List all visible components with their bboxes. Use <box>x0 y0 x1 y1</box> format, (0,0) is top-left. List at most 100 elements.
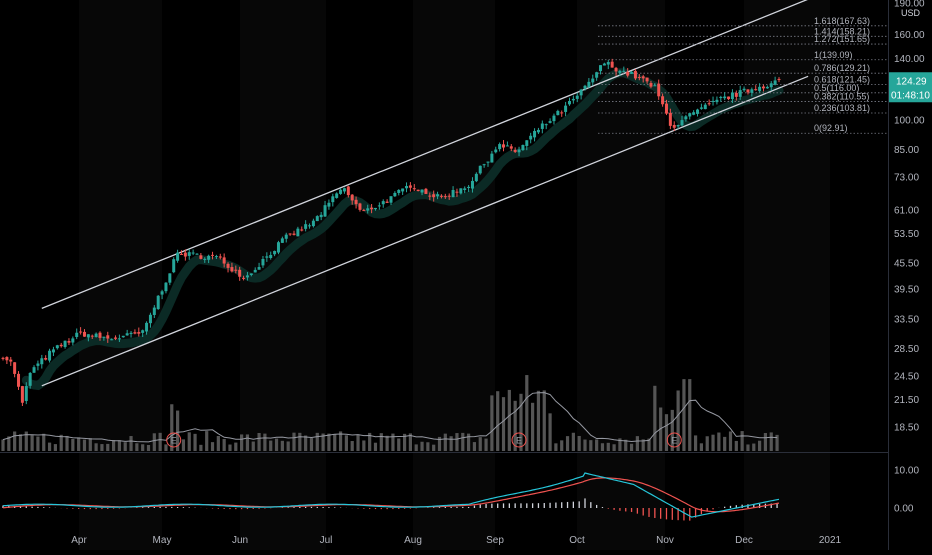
volume-bar <box>18 434 23 451</box>
candle-body <box>668 112 672 126</box>
candle-body <box>742 88 746 91</box>
candle-body <box>765 86 769 89</box>
volume-bar <box>30 435 34 451</box>
candle-body <box>540 123 544 129</box>
price-axis-tick: 53.50 <box>894 229 919 240</box>
candle-body <box>284 234 288 239</box>
volume-bar <box>240 434 244 451</box>
fibonacci-level-label: 1.414(158.21) <box>814 26 870 36</box>
volume-bar <box>519 393 523 451</box>
volume-bar <box>7 436 11 451</box>
candle-body <box>24 386 28 402</box>
candle-body <box>55 345 59 349</box>
volume-bar <box>432 444 436 451</box>
candle-body <box>63 340 67 347</box>
volume-bar <box>298 432 302 451</box>
candle-body <box>265 256 269 258</box>
volume-bar <box>286 441 290 451</box>
macd-axis-tick: 10.00 <box>894 466 919 477</box>
candle-body <box>482 164 486 166</box>
volume-bar <box>309 438 314 451</box>
volume-bar <box>42 433 46 451</box>
candle-body <box>207 255 211 260</box>
volume-bar <box>362 440 366 451</box>
time-axis-label: Oct <box>569 535 585 546</box>
candle-body <box>730 92 734 100</box>
volume-bar <box>222 439 226 451</box>
candle-body <box>377 205 381 207</box>
candle-body <box>707 103 711 105</box>
candle-body <box>758 86 762 92</box>
candle-body <box>110 339 114 341</box>
candle-body <box>610 61 614 68</box>
candle-body <box>734 92 738 97</box>
candle-body <box>447 195 451 197</box>
volume-bar <box>199 444 203 451</box>
candle-body <box>195 253 199 255</box>
candle-body <box>723 96 727 99</box>
volume-bar <box>65 435 69 451</box>
time-axis-label: 2021 <box>819 535 842 546</box>
volume-bar <box>146 444 151 451</box>
candle-body <box>637 76 641 78</box>
time-axis-label: May <box>153 535 172 546</box>
candle-body <box>366 208 370 211</box>
volume-bar <box>71 438 75 451</box>
macd-line <box>2 472 780 518</box>
candle-body <box>71 338 75 343</box>
volume-bar <box>693 435 698 451</box>
countdown-label: 01:48:10 <box>891 90 930 101</box>
candle-body <box>40 358 44 365</box>
candle-body <box>214 256 218 258</box>
candle-body <box>575 95 579 99</box>
volume-bar <box>525 375 529 451</box>
candle-body <box>773 80 777 85</box>
volume-bar <box>141 444 145 451</box>
candle-body <box>125 333 129 336</box>
candle-body <box>331 196 335 203</box>
volume-bar <box>59 434 63 451</box>
volume-bar <box>257 432 261 451</box>
candle-body <box>276 242 280 253</box>
volume-bar <box>723 436 727 451</box>
candle-body <box>20 386 24 403</box>
candle-body <box>300 229 304 231</box>
volume-bar <box>571 432 575 451</box>
candle-body <box>525 140 529 146</box>
candle-body <box>257 267 261 270</box>
candle-body <box>478 165 482 174</box>
candle-body <box>672 124 676 128</box>
volume-bar <box>304 435 308 451</box>
earnings-marker-label: E <box>671 436 677 446</box>
candle-body <box>199 255 203 259</box>
candle-body <box>393 192 397 197</box>
candle-body <box>226 263 230 268</box>
volume-bar <box>618 438 622 451</box>
volume-bar <box>746 444 750 451</box>
candle-body <box>696 109 700 114</box>
volume-bar <box>641 439 645 451</box>
candle-body <box>183 252 187 257</box>
volume-bar <box>391 433 395 451</box>
candle-body <box>455 191 459 193</box>
candle-body <box>160 291 164 295</box>
candle-body <box>699 107 703 109</box>
candle-body <box>703 104 707 110</box>
volume-bar <box>577 435 581 451</box>
volume-bar <box>292 432 296 451</box>
candle-body <box>405 186 409 189</box>
fibonacci-level-label: 1(139.09) <box>814 50 853 60</box>
candle-body <box>587 81 591 88</box>
volume-bar <box>379 433 383 451</box>
candle-body <box>339 189 343 194</box>
volume-bar <box>752 443 756 451</box>
volume-bar <box>251 441 255 451</box>
volume-bar <box>467 433 471 451</box>
volume-bar <box>373 442 378 451</box>
volume-bar <box>705 436 709 451</box>
candle-body <box>618 70 622 73</box>
candle-body <box>114 337 118 339</box>
candle-body <box>203 258 207 260</box>
